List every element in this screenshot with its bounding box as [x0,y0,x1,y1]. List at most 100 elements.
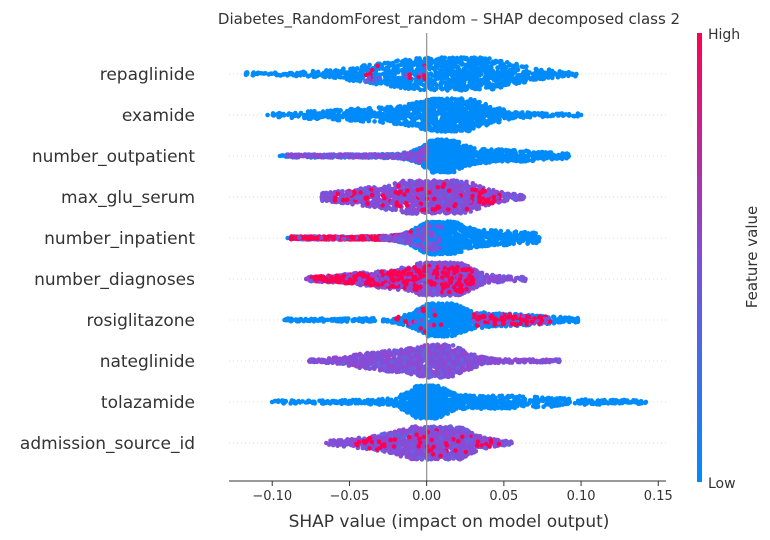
shap-point [406,105,411,111]
shap-point [376,76,381,81]
shap-point [315,111,320,116]
shap-point [454,55,460,61]
shap-point [432,87,437,93]
shap-point [439,126,444,132]
shap-point [560,155,566,160]
shap-point [396,118,401,124]
shap-point [319,194,325,200]
shap-point [331,109,337,114]
shap-point [420,116,426,122]
shap-point [509,113,515,118]
shap-point [370,78,376,84]
shap-point [464,87,469,92]
shap-point [516,80,522,85]
shap-point [404,209,410,215]
shap-point [389,111,395,116]
shap-point [440,169,446,175]
shap-point [456,107,461,112]
shap-point [410,211,416,216]
shap-point [521,194,527,200]
shap-point [406,123,412,128]
shap-point [520,76,525,81]
shap-point [434,73,439,79]
shap-point [414,158,419,164]
shap-point [559,111,565,116]
plot-area [229,55,666,462]
shap-point [452,127,457,132]
shap-point [382,60,388,66]
shap-point [457,85,463,90]
shap-point [480,60,485,65]
shap-point [489,147,494,152]
shap-point [458,159,464,165]
shap-point [376,105,382,110]
shap-point [402,192,407,197]
shap-point [402,82,408,87]
shap-point [397,81,403,86]
shap-point [395,58,401,63]
shap-point [509,70,514,76]
shap-point [500,67,505,72]
shap-point [360,154,366,159]
shap-point [286,111,292,116]
shap-point [439,59,445,64]
shap-point [409,61,415,66]
shap-point [429,111,434,116]
shap-point [317,72,323,77]
shap-point [563,112,568,117]
shap-point [441,68,446,74]
shap-point [571,113,576,119]
shap-point [476,71,481,76]
shap-point [291,72,296,78]
shap-point [433,164,439,169]
shap-point [336,72,342,78]
chart-title: Diabetes_RandomForest_random – SHAP deco… [218,10,680,29]
shap-point [383,185,388,190]
shap-point [474,86,479,92]
shap-point [471,112,477,117]
shap-point [519,64,525,69]
shap-point [474,206,480,212]
shap-point [481,201,487,206]
shap-point [476,58,482,63]
shap-point [483,148,488,153]
shap-point [504,60,510,65]
shap-point [407,75,413,81]
shap-point [494,82,499,87]
shap-point [490,113,496,119]
shap-point [446,194,452,199]
shap-point [302,113,308,118]
shap-point [433,96,438,102]
shap-point [504,195,510,201]
shap-point [399,113,405,118]
shap-point [274,112,280,117]
shap-point [449,112,455,118]
shap-point [413,111,419,116]
shap-point [405,110,411,115]
shap-point [456,140,461,146]
shap-point [486,197,491,202]
shap-point [483,70,489,76]
shap-point [402,150,408,156]
shap-point [570,71,575,77]
shap-point [466,74,471,80]
shap-point [357,79,363,84]
shap-point [477,150,482,156]
shap-point [399,68,405,73]
shap-point [469,147,474,152]
shap-point [392,83,398,88]
shap-point [506,113,511,118]
shap-point [451,154,457,160]
shap-point [348,113,353,119]
shap-point [389,106,394,111]
shap-point [449,181,454,187]
shap-point [293,112,299,117]
shap-point [464,179,469,185]
shap-point [542,154,548,159]
shap-point [439,152,444,158]
shap-point [524,64,529,69]
shap-point [434,65,440,71]
feature-row [229,55,666,93]
shap-point [440,112,445,118]
shap-point [550,68,555,74]
